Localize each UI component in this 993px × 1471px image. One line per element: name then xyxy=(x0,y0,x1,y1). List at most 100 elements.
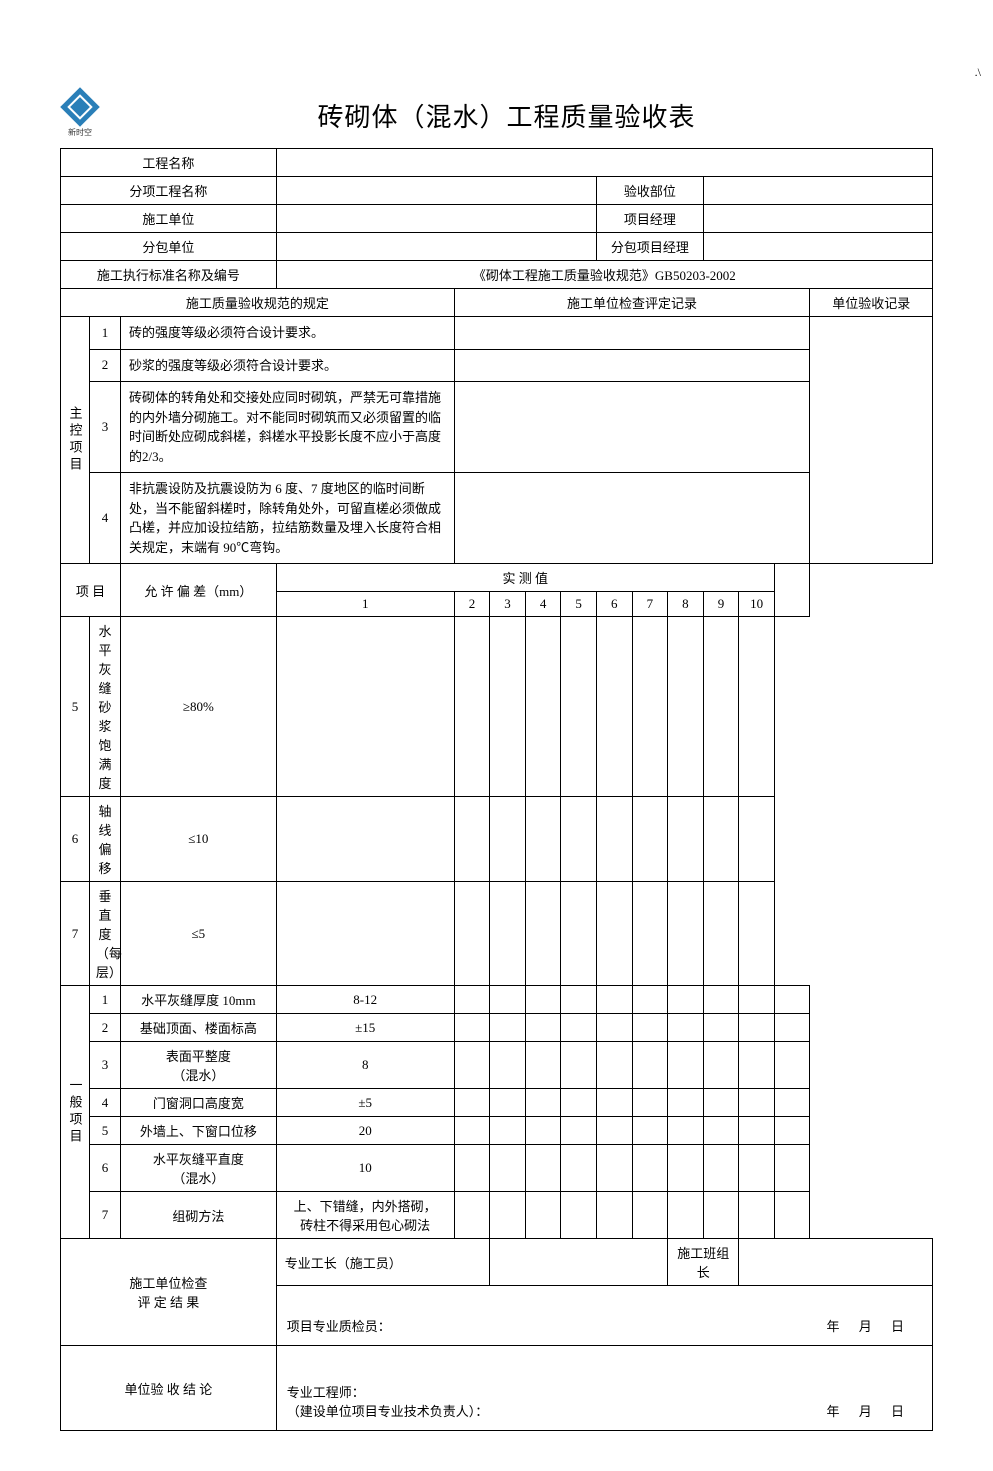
measured-value xyxy=(632,1014,668,1042)
team-leader-label: 施工班组长 xyxy=(668,1239,739,1286)
measured-value xyxy=(490,1089,526,1117)
row-number: 4 xyxy=(89,1089,120,1117)
measured-value xyxy=(703,1145,739,1192)
foreman-value xyxy=(490,1239,668,1286)
row-number: 4 xyxy=(89,473,120,564)
foreman-label: 专业工长（施工员） xyxy=(276,1239,490,1286)
inspection-record-cell xyxy=(454,473,810,564)
measured-value xyxy=(525,1089,561,1117)
measured-value xyxy=(774,1089,810,1117)
item-name: 门窗洞口高度宽 xyxy=(121,1089,277,1117)
row-number: 5 xyxy=(89,1117,120,1145)
header-value xyxy=(276,233,596,261)
measured-value xyxy=(668,986,704,1014)
requirement-text: 砂浆的强度等级必须符合设计要求。 xyxy=(121,349,455,382)
measured-value xyxy=(632,617,668,797)
measured-value xyxy=(454,882,490,986)
engineer-signature-cell: 专业工程师： （建设单位项目专业技术负责人）： 年 月 日 xyxy=(276,1346,932,1431)
measured-value xyxy=(668,1089,704,1117)
measured-value xyxy=(525,1042,561,1089)
general-row: 3表面平整度 （混水）8 xyxy=(61,1042,933,1089)
measured-value xyxy=(668,617,704,797)
qc-label: 项目专业质检员： xyxy=(287,1316,391,1335)
measured-value xyxy=(739,1042,775,1089)
general-row: 6水平灰缝平直度 （混水）10 xyxy=(61,1145,933,1192)
main-text-row: 主控项目1砖的强度等级必须符合设计要求。 xyxy=(61,317,933,350)
item-name: 外墙上、下窗口位移 xyxy=(121,1117,277,1145)
row-number: 2 xyxy=(89,1014,120,1042)
measured-value xyxy=(490,986,526,1014)
measured-value xyxy=(454,986,490,1014)
measured-value xyxy=(632,986,668,1014)
measured-value xyxy=(490,1145,526,1192)
measured-value xyxy=(596,1089,632,1117)
measured-value xyxy=(596,1042,632,1089)
measured-value xyxy=(703,1117,739,1145)
company-logo: 新时空 xyxy=(60,90,100,140)
measured-value xyxy=(525,797,561,882)
measured-value xyxy=(668,1117,704,1145)
requirement-text: 非抗震设防及抗震设防为 6 度、7 度地区的临时间断处，当不能留斜槎时，除转角处… xyxy=(121,473,455,564)
header-value xyxy=(276,205,596,233)
measured-value xyxy=(561,882,597,986)
measure-col-num: 5 xyxy=(561,592,597,617)
measured-value xyxy=(703,797,739,882)
general-group-label: 一般项目 xyxy=(61,986,90,1239)
measured-value xyxy=(668,797,704,882)
measure-col-num: 4 xyxy=(525,592,561,617)
measured-value xyxy=(739,797,775,882)
item-name: 垂直度（每层） xyxy=(89,882,120,986)
qc-date: 年 月 日 xyxy=(826,1316,912,1335)
section-header-row: 施工质量验收规范的规定 施工单位检查评定记录 单位验收记录 xyxy=(61,289,933,317)
measured-value xyxy=(703,1089,739,1117)
tolerance: ≤10 xyxy=(121,797,277,882)
measured-value xyxy=(703,882,739,986)
header-label: 施工执行标准名称及编号 xyxy=(61,261,277,289)
measured-value xyxy=(739,1145,775,1192)
measured-value xyxy=(596,882,632,986)
row-number: 1 xyxy=(89,986,120,1014)
measured-value xyxy=(561,797,597,882)
measured-value xyxy=(561,986,597,1014)
measured-value xyxy=(739,1117,775,1145)
logo-caption: 新时空 xyxy=(68,127,92,138)
measured-value xyxy=(632,1042,668,1089)
measured-value xyxy=(739,1089,775,1117)
measured-value xyxy=(703,617,739,797)
measured-value xyxy=(454,1145,490,1192)
measured-value xyxy=(490,1117,526,1145)
measured-value xyxy=(276,882,454,986)
general-row: 7组砌方法上、下错缝，内外搭砌， 砖柱不得采用包心砌法 xyxy=(61,1192,933,1239)
header-info-row: 工程名称 xyxy=(61,149,933,177)
reg-header: 施工质量验收规范的规定 xyxy=(61,289,455,317)
measured-value xyxy=(561,1042,597,1089)
measured-value xyxy=(632,1089,668,1117)
measured-value xyxy=(739,617,775,797)
measured-value xyxy=(454,617,490,797)
measure-col-num: 2 xyxy=(454,592,490,617)
measure-tol-label: 允 许 偏 差（mm） xyxy=(121,564,277,617)
main-text-row: 2砂浆的强度等级必须符合设计要求。 xyxy=(61,349,933,382)
inspect-header: 施工单位检查评定记录 xyxy=(454,289,810,317)
team-leader-value xyxy=(739,1239,933,1286)
measured-value xyxy=(454,797,490,882)
measured-value xyxy=(525,1014,561,1042)
tolerance: ≥80% xyxy=(121,617,277,797)
header-value xyxy=(703,205,932,233)
measure-col-num: 3 xyxy=(490,592,526,617)
qc-signature-cell: 项目专业质检员： 年 月 日 xyxy=(276,1286,932,1346)
requirement-text: 砖的强度等级必须符合设计要求。 xyxy=(121,317,455,350)
inspection-record-cell xyxy=(454,317,810,350)
measured-value xyxy=(561,1089,597,1117)
header-value xyxy=(703,177,932,205)
item-name: 轴线偏移 xyxy=(89,797,120,882)
item-name: 水平灰缝平直度 （混水） xyxy=(121,1145,277,1192)
page-content: 新时空 砖砌体（混水）工程质量验收表 工程名称分项工程名称验收部位施工单位项目经… xyxy=(0,0,993,1471)
header-label: 施工单位 xyxy=(61,205,277,233)
measured-value xyxy=(739,1192,775,1239)
header-info-row: 施工执行标准名称及编号《砌体工程施工质量验收规范》GB50203-2002 xyxy=(61,261,933,289)
header-label: 分包单位 xyxy=(61,233,277,261)
measure-item-label: 项 目 xyxy=(61,564,121,617)
check-result-label: 施工单位检查 评 定 结 果 xyxy=(61,1239,277,1346)
measured-value xyxy=(561,617,597,797)
